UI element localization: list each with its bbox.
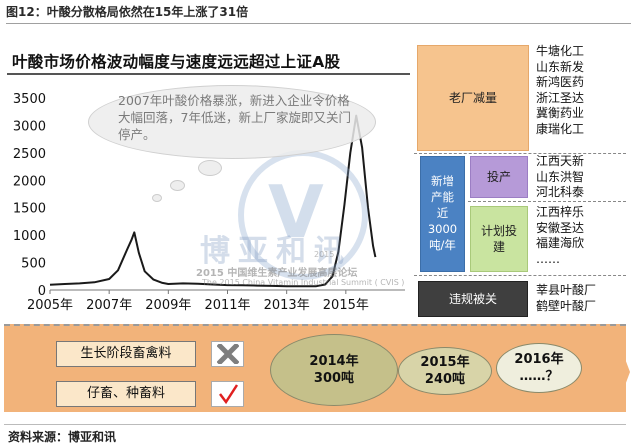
timeline-amount: 300吨 (313, 371, 355, 386)
feed-breeding-stock: 仔畜、种畜料 (56, 381, 196, 407)
new-capacity-label-line: 吨/年 (429, 238, 456, 252)
y-tick-label: 2000 (13, 174, 46, 189)
x-tick-label: 2015年 (323, 298, 369, 313)
timeline-arrow-icon (618, 340, 630, 404)
company-item: 浙江圣达 (536, 90, 585, 105)
company-item: 安徽圣达 (536, 220, 585, 235)
x-tick-label: 2005年 (27, 298, 73, 313)
new-capacity-label-line: 产能 (431, 190, 454, 204)
source-note: 资料来源：博亚和讯 (8, 430, 117, 444)
company-item: 鹤壁叶酸厂 (536, 298, 597, 313)
company-item: 山东新发 (536, 59, 585, 74)
old-plant-reduction-label: 老厂减量 (448, 91, 497, 105)
company-item: 康瑞化工 (536, 121, 585, 136)
price-series-line (49, 114, 377, 288)
new-capacity-box: 新增 产能 近 3000 吨/年 (420, 156, 465, 272)
x-tick-label: 2009年 (145, 298, 191, 313)
planned-box: 计划投 建 (470, 206, 528, 272)
bubble-dot-medium (170, 180, 185, 191)
title-divider (6, 23, 631, 24)
in-production-company-list: 江西天新 山东洪智 河北科泰 (536, 154, 584, 201)
timeline-year: 2014年 (309, 354, 359, 369)
timeline-2016: 2016年 ……？ (496, 343, 582, 393)
x-axis: 2005年 2007年 2009年 2011年 2013年 2015年 (27, 289, 405, 313)
x-tick-label: 2007年 (86, 298, 132, 313)
y-tick-label: 1500 (13, 202, 46, 217)
company-item: 牛塘化工 (536, 44, 585, 58)
planned-label: 计划投 建 (471, 223, 527, 255)
x-tick-label: 2013年 (264, 298, 310, 313)
company-item: 莘县叶酸厂 (536, 283, 597, 297)
planned-label-line: 计划投 (480, 224, 517, 238)
in-production-box: 投产 (470, 156, 528, 198)
new-capacity-label-line: 近 (436, 206, 449, 220)
timeline-2014: 2014年 300吨 (270, 334, 398, 406)
company-item: 河北科泰 (536, 185, 585, 199)
company-item: 新鸿医药 (536, 75, 585, 89)
company-item: 山东洪智 (536, 169, 585, 184)
planned-company-list: 江西梓乐 安徽圣达 福建海欣 …… (536, 205, 584, 267)
chart-title-underline (7, 73, 410, 75)
panel-divider (414, 153, 626, 154)
y-tick-label: 1000 (13, 229, 46, 244)
company-item: …… (536, 251, 560, 266)
timeline-amount: ……？ (519, 369, 559, 384)
planned-label-line: 建 (492, 240, 505, 254)
violation-closed-label: 违规被关 (448, 292, 497, 306)
chart-title: 叶酸市场价格波动幅度与速度远远超过上证A股 (12, 53, 341, 71)
company-item: 冀衡药业 (536, 106, 585, 120)
figure-title-text: 图12：叶酸分散格局依然在15年上涨了31倍 (6, 5, 249, 19)
timeline-year: 2016年 (514, 352, 564, 367)
company-item: 福建海欣 (536, 236, 585, 250)
panel-divider (468, 201, 626, 202)
y-tick-label: 500 (21, 257, 46, 272)
x-tick-label: 2011年 (204, 298, 250, 313)
timeline-2015: 2015年 240吨 (398, 347, 492, 395)
check-icon (211, 381, 244, 407)
cross-icon (211, 341, 244, 367)
violation-closed-box: 违规被关 (418, 281, 528, 317)
old-plant-company-list: 牛塘化工 山东新发 新鸿医药 浙江圣达 冀衡药业 康瑞化工 (536, 44, 584, 137)
plot-area (49, 114, 377, 288)
annotation-text: 2007年叶酸价格暴涨，新进入企业令价格大幅回落，7年低迷，新上厂家旋即又关门停… (118, 93, 351, 142)
bubble-dot-small (152, 194, 162, 202)
annotation-bubble (88, 85, 376, 159)
y-tick-label: 3500 (13, 92, 46, 107)
new-capacity-label-line: 3000 (427, 222, 458, 236)
company-item: 江西天新 (536, 154, 585, 168)
y-tick-label: 3000 (13, 119, 46, 134)
y-axis: 0 500 1000 1500 2000 2500 3000 3500 (13, 92, 46, 299)
source-divider (4, 424, 626, 425)
old-plant-reduction-box: 老厂减量 (417, 45, 529, 151)
timeline-amount: 240吨 (424, 372, 466, 387)
company-item: 江西梓乐 (536, 205, 585, 219)
figure-title: 图12：叶酸分散格局依然在15年上涨了31倍 (6, 3, 631, 24)
bubble-dot-large (198, 160, 222, 176)
new-capacity-label-line: 新增 (431, 174, 454, 188)
new-capacity-label: 新增 产能 近 3000 吨/年 (421, 173, 464, 253)
in-production-label: 投产 (486, 170, 511, 184)
timeline-year: 2015年 (420, 355, 470, 370)
feed-growth-stage: 生长阶段畜禽料 (56, 341, 196, 367)
y-tick-label: 0 (38, 284, 46, 299)
panel-divider (414, 275, 626, 276)
violation-company-list: 莘县叶酸厂 鹤壁叶酸厂 (536, 283, 596, 314)
y-tick-label: 2500 (13, 147, 46, 162)
